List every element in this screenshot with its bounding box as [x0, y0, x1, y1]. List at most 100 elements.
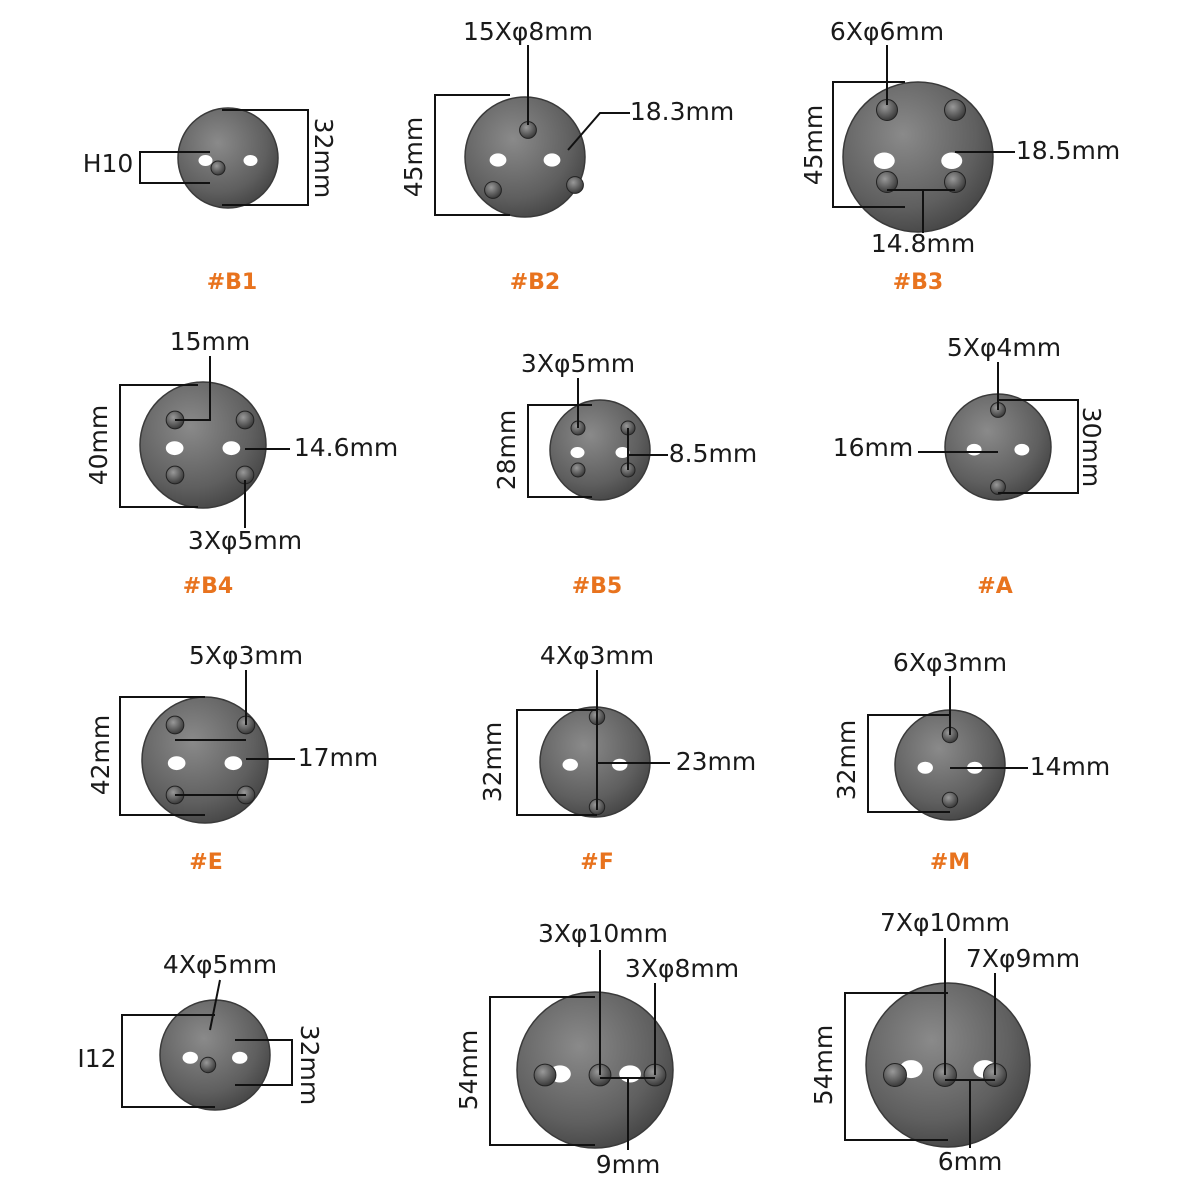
adapter-hole	[489, 153, 507, 167]
dimension-line	[867, 714, 950, 813]
dimension-label: 40mm	[84, 405, 113, 486]
adapter-hole	[612, 758, 628, 771]
dimension-label: 32mm	[832, 720, 861, 801]
dimension-line	[844, 992, 948, 1141]
dimension-line	[235, 1039, 293, 1086]
dimension-label: 54mm	[454, 1030, 483, 1111]
adapter-hole	[198, 155, 213, 166]
adapter-hole	[619, 1065, 642, 1083]
dimension-line	[527, 404, 592, 498]
dimension-label: 9mm	[596, 1150, 661, 1179]
adapter-hole	[570, 447, 585, 458]
dimension-label: 45mm	[799, 105, 828, 186]
adapter: 15Xφ8mm 18.3mm 45mm #B2	[399, 17, 734, 295]
dimension-label: 42mm	[86, 715, 115, 796]
adapter-hole	[165, 441, 184, 456]
dimension-label: 14mm	[1030, 752, 1111, 781]
dimension-line	[998, 399, 1079, 494]
adapter-hole	[966, 443, 982, 456]
dimension-label: 32mm	[295, 1025, 324, 1106]
adapter-pin	[199, 1056, 217, 1074]
dimension-label: 45mm	[399, 117, 428, 198]
dimension-label: 16mm	[833, 433, 914, 462]
adapter: 3Xφ5mm 8.5mm 28mm #B5	[492, 349, 757, 599]
dimension-label: H10	[83, 149, 134, 178]
adapter-hole	[917, 761, 933, 774]
dimension-label: 18.3mm	[630, 97, 734, 126]
adapter: 3Xφ10mm 3Xφ8mm 9mm 54mm	[454, 919, 739, 1179]
dimension-line	[832, 81, 905, 208]
dimension-line	[516, 709, 597, 816]
dimension-label: 28mm	[492, 410, 521, 491]
dimension-label: 4Xφ5mm	[163, 950, 277, 979]
adapter-code: #A	[977, 574, 1012, 599]
dimension-label: 4Xφ3mm	[540, 641, 654, 670]
dimension-label: 15mm	[170, 327, 251, 356]
adapter-hole	[615, 447, 630, 458]
dimension-line	[209, 979, 221, 1031]
adapter-code: #B2	[510, 270, 561, 295]
dimension-line	[567, 112, 630, 151]
adapter-pin	[570, 462, 586, 478]
adapter-hole	[941, 152, 963, 169]
adapter-code: #B3	[893, 270, 944, 295]
adapter-pin	[484, 181, 502, 199]
dimension-label: 7Xφ10mm	[880, 908, 1010, 937]
dimension-line	[222, 109, 309, 206]
adapter: 5Xφ4mm 16mm 30mm #A	[833, 333, 1106, 599]
dimension-label: 3Xφ5mm	[521, 349, 635, 378]
adapter-code: #F	[580, 850, 613, 875]
adapter-pin	[990, 479, 1006, 495]
dimension-line	[175, 356, 211, 421]
adapter-hole	[1014, 443, 1030, 456]
adapter-pin	[165, 715, 185, 735]
adapter-code: #B1	[207, 270, 258, 295]
adapter-hole	[562, 758, 578, 771]
adapter: 6Xφ6mm 18.5mm 14.8mm 45mm #B3	[799, 17, 1120, 295]
adapter: H10 32mm #B1	[83, 107, 338, 295]
dimension-line	[489, 996, 595, 1146]
adapter-disk	[159, 999, 271, 1111]
dimension-label: 54mm	[809, 1025, 838, 1106]
adapter-pin	[876, 171, 898, 193]
dimension-label: 3Xφ5mm	[188, 526, 302, 555]
adapter: 5Xφ3mm 17mm 42mm #E	[86, 641, 378, 875]
adapter-hole	[182, 1051, 198, 1064]
adapter-pin	[165, 465, 185, 485]
adapter-pin	[235, 410, 255, 430]
dimension-label: 32mm	[478, 722, 507, 803]
adapter-code: #B5	[572, 574, 623, 599]
adapter-hole	[243, 155, 258, 166]
adapter: 6Xφ3mm 14mm 32mm #M	[832, 648, 1110, 875]
adapter-pin	[533, 1063, 557, 1087]
adapter-disk	[464, 96, 586, 218]
dimension-line	[139, 151, 210, 184]
dimension-label: 5Xφ4mm	[947, 333, 1061, 362]
dimension-label: 8.5mm	[669, 439, 757, 468]
dimension-label: 5Xφ3mm	[189, 641, 303, 670]
dimension-label: 6Xφ3mm	[893, 648, 1007, 677]
dimension-label: 3Xφ10mm	[538, 919, 668, 948]
adapter-pin	[941, 791, 959, 809]
adapter: 4Xφ5mm I12 32mm	[77, 950, 324, 1111]
adapter-hole	[222, 441, 241, 456]
adapter-hole	[232, 1051, 248, 1064]
adapter: 4Xφ3mm 23mm 32mm #F	[478, 641, 756, 875]
adapter-disk	[177, 107, 279, 209]
adapter-pin	[566, 176, 584, 194]
adapter-hole	[167, 756, 186, 771]
dimension-label: 15Xφ8mm	[463, 17, 593, 46]
adapter-disk	[842, 81, 994, 233]
adapter-pin	[883, 1063, 907, 1087]
dimension-line	[434, 94, 510, 216]
dimension-label: 14.8mm	[871, 229, 975, 258]
dimension-line	[121, 1014, 215, 1108]
adapter-code: #B4	[183, 574, 234, 599]
adapter-pin	[944, 171, 966, 193]
adapter-pin	[944, 99, 966, 121]
dimension-label: 14.6mm	[294, 433, 398, 462]
dimension-label: 18.5mm	[1016, 136, 1120, 165]
adapter: 15mm 14.6mm 3Xφ5mm 40mm #B4	[84, 327, 398, 599]
adapter-code: #E	[189, 850, 222, 875]
dimension-label: 32mm	[309, 118, 338, 199]
